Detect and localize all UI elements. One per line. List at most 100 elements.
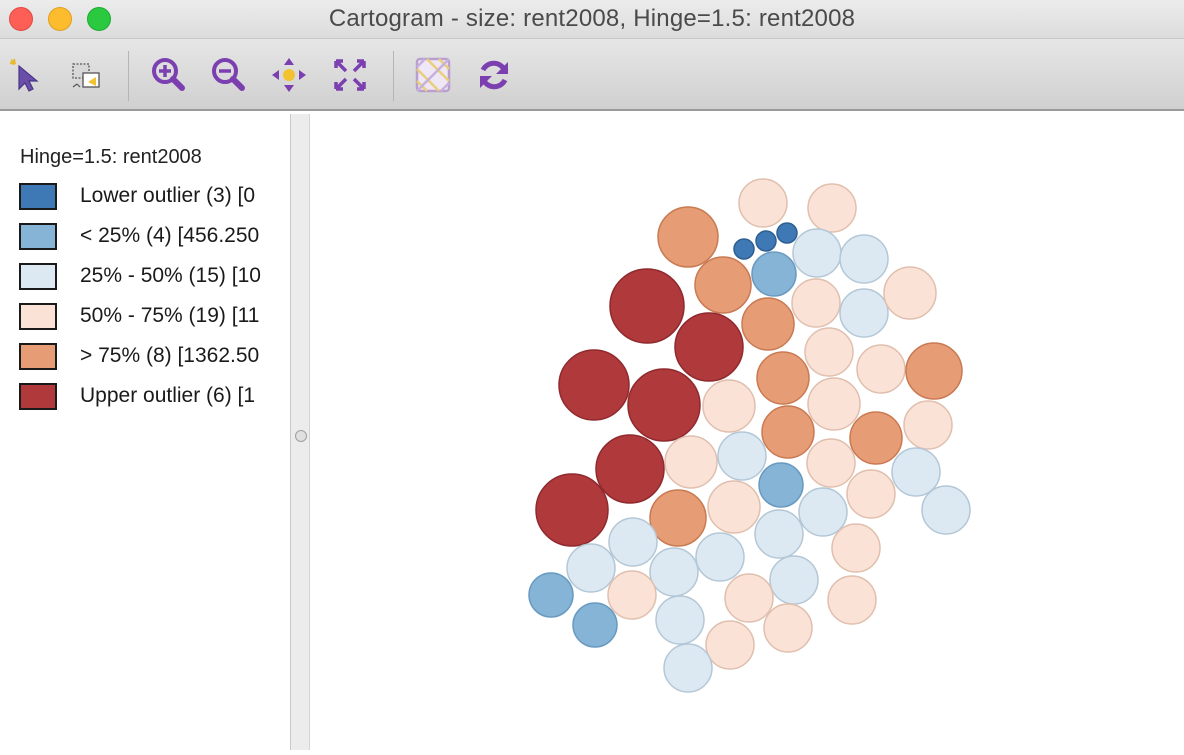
legend-title: Hinge=1.5: rent2008 (20, 146, 202, 168)
legend-label: Upper outlier (6) [1 (80, 384, 256, 407)
cartogram-map[interactable] (311, 114, 1184, 750)
legend-item[interactable]: 25% - 50% (15) [10 (19, 263, 290, 293)
legend-swatch (19, 263, 57, 290)
pointer-icon (9, 58, 39, 92)
cartogram-circle[interactable] (566, 543, 616, 593)
cartogram-circle[interactable] (608, 517, 658, 567)
cartogram-circle[interactable] (535, 473, 609, 547)
legend-label: < 25% (4) [456.250 (80, 224, 260, 247)
cartogram-circle[interactable] (738, 178, 788, 228)
legend-swatch (19, 183, 57, 210)
cartogram-circle[interactable] (707, 480, 761, 534)
legend-item[interactable]: < 25% (4) [456.250 (19, 223, 290, 253)
pan-button[interactable] (269, 55, 309, 95)
cartogram-circle[interactable] (804, 327, 854, 377)
toolbar (0, 39, 1184, 111)
refresh-button[interactable] (474, 55, 514, 95)
legend-label: > 75% (8) [1362.50 (80, 344, 260, 367)
cartogram-circle[interactable] (791, 278, 841, 328)
basemap-icon (415, 57, 451, 93)
map-canvas[interactable] (311, 114, 1184, 750)
cartogram-circle[interactable] (649, 547, 699, 597)
legend-swatch (19, 303, 57, 330)
cartogram-circle[interactable] (751, 251, 797, 297)
cartogram-circle[interactable] (763, 603, 813, 653)
legend-swatch (19, 223, 57, 250)
legend-label: Lower outlier (3) [0 (80, 184, 256, 207)
cartogram-circle[interactable] (733, 238, 755, 260)
cartogram-circle[interactable] (761, 405, 815, 459)
panel-splitter[interactable] (291, 114, 310, 750)
cartogram-circle[interactable] (663, 643, 713, 693)
legend-item[interactable]: 50% - 75% (19) [11 (19, 303, 290, 333)
cartogram-circle[interactable] (792, 228, 842, 278)
cartogram-circle[interactable] (839, 288, 889, 338)
cartogram-circle[interactable] (724, 573, 774, 623)
legend-panel: Hinge=1.5: rent2008 Lower outlier (3) [0… (0, 114, 291, 750)
cartogram-circle[interactable] (903, 400, 953, 450)
select-shape-icon (72, 63, 100, 88)
zoom-in-button[interactable] (148, 55, 188, 95)
cartogram-circle[interactable] (769, 555, 819, 605)
close-window-button[interactable] (9, 7, 33, 31)
basemap-button[interactable] (413, 55, 453, 95)
legend-swatch (19, 343, 57, 370)
cartogram-circle[interactable] (921, 485, 971, 535)
cartogram-circle[interactable] (807, 183, 857, 233)
splitter-handle[interactable] (295, 430, 307, 442)
cartogram-circle[interactable] (609, 268, 685, 344)
cartogram-circle[interactable] (905, 342, 963, 400)
fit-extent-icon (334, 59, 366, 91)
cartogram-circle[interactable] (705, 620, 755, 670)
cartogram-circle[interactable] (572, 602, 618, 648)
cartogram-circle[interactable] (695, 532, 745, 582)
cartogram-circle[interactable] (831, 523, 881, 573)
selection-shape-button[interactable] (66, 55, 106, 95)
cartogram-circle[interactable] (754, 509, 804, 559)
select-tool-button[interactable] (6, 55, 46, 95)
legend-item[interactable]: Lower outlier (3) [0 (19, 183, 290, 213)
cartogram-circle[interactable] (776, 222, 798, 244)
cartogram-circle[interactable] (607, 570, 657, 620)
cartogram-circle[interactable] (806, 438, 856, 488)
cartogram-circle[interactable] (756, 351, 810, 405)
cartogram-circle[interactable] (741, 297, 795, 351)
cartogram-circle[interactable] (856, 344, 906, 394)
cartogram-circle[interactable] (664, 435, 718, 489)
cartogram-circle[interactable] (595, 434, 665, 504)
cartogram-circle[interactable] (657, 206, 719, 268)
fit-extent-button[interactable] (330, 55, 370, 95)
cartogram-circle[interactable] (694, 256, 752, 314)
cartogram-circle[interactable] (674, 312, 744, 382)
refresh-icon (480, 60, 508, 90)
cartogram-circle[interactable] (702, 379, 756, 433)
zoom-out-button[interactable] (208, 55, 248, 95)
cartogram-circle[interactable] (627, 368, 701, 442)
minimize-window-button[interactable] (48, 7, 72, 31)
title-bar: Cartogram - size: rent2008, Hinge=1.5: r… (0, 0, 1184, 39)
cartogram-circle[interactable] (758, 462, 804, 508)
zoom-out-icon (212, 58, 245, 91)
cartogram-circle[interactable] (528, 572, 574, 618)
legend-item[interactable]: > 75% (8) [1362.50 (19, 343, 290, 373)
cartogram-circle[interactable] (846, 469, 896, 519)
window-title: Cartogram - size: rent2008, Hinge=1.5: r… (328, 5, 856, 32)
cartogram-circle[interactable] (891, 447, 941, 497)
cartogram-circle[interactable] (798, 487, 848, 537)
legend-swatch (19, 383, 57, 410)
cartogram-circle[interactable] (839, 234, 889, 284)
legend-label: 50% - 75% (19) [11 (80, 304, 260, 327)
maximize-window-button[interactable] (87, 7, 111, 31)
cartogram-circle[interactable] (849, 411, 903, 465)
cartogram-circle[interactable] (655, 595, 705, 645)
cartogram-circle[interactable] (755, 230, 777, 252)
legend-item[interactable]: Upper outlier (6) [1 (19, 383, 290, 413)
cartogram-circle[interactable] (649, 489, 707, 547)
legend-label: 25% - 50% (15) [10 (80, 264, 261, 287)
cartogram-circle[interactable] (807, 377, 861, 431)
cartogram-circle[interactable] (827, 575, 877, 625)
cartogram-circle[interactable] (558, 349, 630, 421)
cartogram-circle[interactable] (717, 431, 767, 481)
cartogram-circle[interactable] (883, 266, 937, 320)
toolbar-separator (393, 51, 394, 101)
